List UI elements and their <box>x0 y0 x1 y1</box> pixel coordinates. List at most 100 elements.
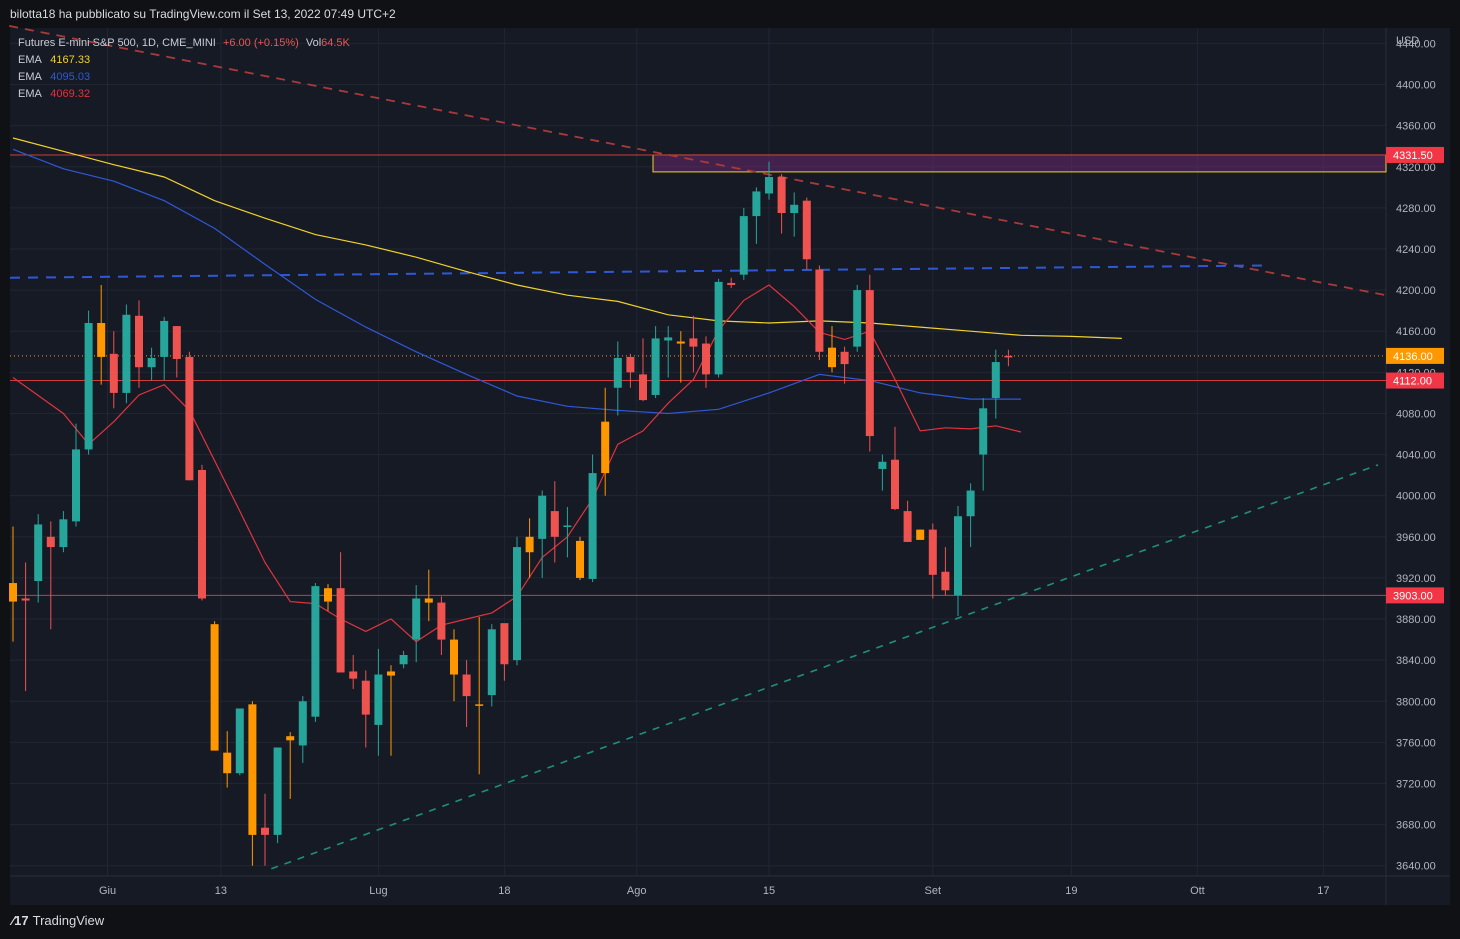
ema-value: 4167.33 <box>50 54 91 66</box>
y-tick-label: 3760.00 <box>1396 737 1436 749</box>
candle-body <box>361 680 370 715</box>
y-tick-label: 3800.00 <box>1396 696 1436 708</box>
candle-body <box>349 671 358 679</box>
price-label-box <box>1386 372 1444 389</box>
brand-name: TradingView <box>32 913 105 928</box>
price-label-text: 4331.50 <box>1393 150 1433 162</box>
candle-body <box>916 529 925 540</box>
legend-symbol-row: Futures E-mini S&P 500, 1D, CME_MINI +6.… <box>18 35 350 52</box>
legend-ema-row: EMA 4069.32 <box>18 86 350 103</box>
y-tick-label: 3720.00 <box>1396 778 1436 790</box>
candle-body <box>550 511 559 537</box>
candle-body <box>891 459 899 510</box>
candle-body <box>84 323 93 450</box>
candle-body <box>878 461 887 469</box>
y-tick-label: 3680.00 <box>1396 820 1436 832</box>
price-label-box <box>1386 347 1444 364</box>
y-tick-label: 4040.00 <box>1396 450 1436 462</box>
candle-body <box>664 337 673 341</box>
candle-body <box>513 547 521 661</box>
candle-body <box>966 490 975 517</box>
candle-body <box>437 602 446 640</box>
x-tick-label: 18 <box>498 885 510 897</box>
volume-label: Vol <box>305 37 322 49</box>
candle-body <box>651 338 660 395</box>
ema-value: 4069.32 <box>50 88 91 100</box>
candle-body <box>424 598 433 603</box>
ema-label: EMA <box>18 88 42 100</box>
candle-body <box>298 701 307 746</box>
candle-body <box>903 511 912 542</box>
y-tick-label: 3840.00 <box>1396 655 1436 667</box>
y-tick-label: 4240.00 <box>1396 244 1436 256</box>
candle-body <box>122 314 131 393</box>
candle-body <box>97 323 106 357</box>
y-tick-label: 3640.00 <box>1396 861 1436 873</box>
candle-body <box>160 320 169 357</box>
candle-body <box>34 524 43 581</box>
candle-body <box>563 525 572 527</box>
candle-body <box>714 281 723 375</box>
downtrend-line <box>9 25 1387 297</box>
y-tick-label: 4080.00 <box>1396 408 1436 420</box>
candle-body <box>941 571 950 591</box>
x-tick-label: Giu <box>99 885 116 897</box>
candle-body <box>576 540 584 578</box>
candle-body <box>374 674 383 725</box>
candle-body <box>828 347 836 368</box>
ema-line-blue <box>12 148 1021 415</box>
candle-body <box>853 290 862 347</box>
y-tick-label: 4320.00 <box>1396 162 1436 174</box>
candle-body <box>59 519 68 548</box>
candle-body <box>273 747 282 835</box>
legend-ema-row: EMA 4095.03 <box>18 69 350 86</box>
candle-body <box>286 736 295 741</box>
uptrend-line <box>271 464 1379 870</box>
ema-label: EMA <box>18 71 42 83</box>
candle-body <box>865 290 874 437</box>
y-tick-label: 4360.00 <box>1396 121 1436 133</box>
candle-body <box>840 351 849 365</box>
candle-body <box>387 671 395 676</box>
candle-body <box>626 356 635 373</box>
candle-body <box>500 623 509 665</box>
candle-body <box>324 588 332 602</box>
candle-body <box>235 708 244 774</box>
candle-body <box>72 449 80 522</box>
y-tick-label: 4400.00 <box>1396 80 1436 92</box>
ema-value: 4095.03 <box>50 71 91 83</box>
candle-body <box>815 269 824 352</box>
candle-body <box>639 374 647 401</box>
candle-body <box>135 315 143 368</box>
candle-body <box>487 629 496 696</box>
x-tick-label: Set <box>925 885 942 897</box>
candle-body <box>248 704 257 835</box>
candle-body <box>689 338 698 347</box>
candle-body <box>185 356 194 481</box>
y-tick-label: 3920.00 <box>1396 573 1436 585</box>
price-label-text: 4136.00 <box>1393 351 1433 363</box>
candle-body <box>462 674 471 697</box>
x-tick-label: Ago <box>627 885 647 897</box>
volume-value: 64.5K <box>321 37 350 49</box>
y-tick-label: 4280.00 <box>1396 203 1436 215</box>
candle-body <box>979 408 988 455</box>
candle-body <box>790 204 799 214</box>
symbol-name: Futures E-mini S&P 500, 1D, CME_MINI <box>18 37 216 49</box>
x-tick-label: 17 <box>1317 885 1329 897</box>
candle-body <box>261 827 269 835</box>
publisher-text: bilotta18 ha pubblicato su TradingView.c… <box>10 7 396 21</box>
candle-body <box>928 529 937 575</box>
candle-body <box>1004 355 1013 358</box>
candle-body <box>198 469 206 599</box>
price-label-text: 4112.00 <box>1393 376 1432 388</box>
y-tick-label: 4200.00 <box>1396 285 1436 297</box>
brand[interactable]: ⁄17 TradingView <box>12 913 104 928</box>
footer-bar <box>0 905 1460 939</box>
candle-body <box>739 216 748 275</box>
candle-body <box>336 588 345 673</box>
chart-legend: Futures E-mini S&P 500, 1D, CME_MINI +6.… <box>18 35 350 103</box>
candle-body <box>802 200 811 260</box>
candle-body <box>601 421 610 474</box>
